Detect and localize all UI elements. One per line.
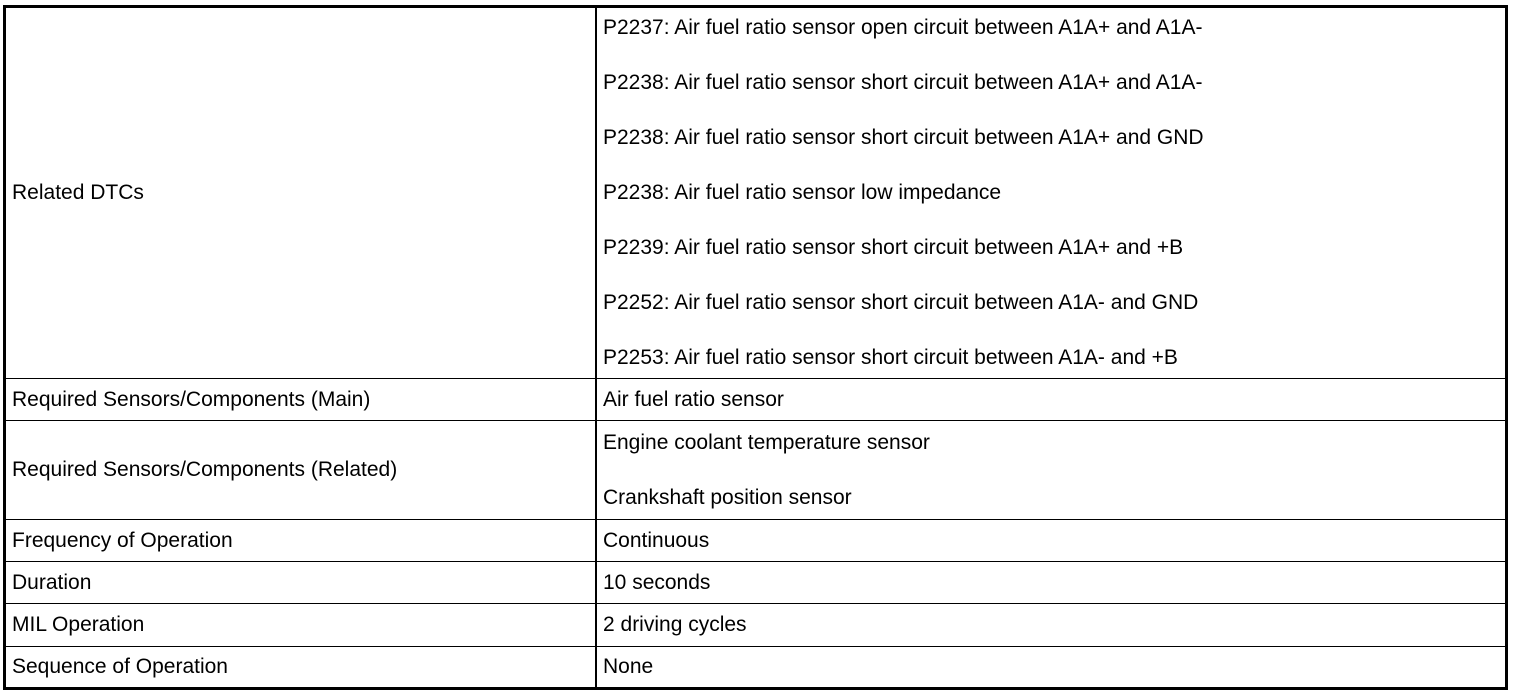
value-line: P2239: Air fuel ratio sensor short circu… — [603, 236, 1184, 260]
row-label: Related DTCs — [4, 5, 597, 380]
row-label: MIL Operation — [4, 603, 597, 647]
row-value: None — [595, 645, 1507, 690]
table-row: Related DTCs P2237: Air fuel ratio sensor… — [4, 5, 1507, 380]
row-value: Continuous — [595, 518, 1507, 563]
row-value: P2237: Air fuel ratio sensor open circui… — [595, 5, 1507, 380]
value-line: 2 driving cycles — [603, 613, 747, 637]
row-label: Duration — [4, 561, 597, 605]
table-row: Required Sensors/Components (Main) Air fu… — [4, 378, 1507, 422]
row-label: Required Sensors/Components (Related) — [4, 420, 597, 520]
row-label: Sequence of Operation — [4, 645, 597, 690]
row-value: 10 seconds — [595, 561, 1507, 605]
row-value: 2 driving cycles — [595, 603, 1507, 647]
value-line: Engine coolant temperature sensor — [603, 430, 930, 454]
value-line: P2238: Air fuel ratio sensor short circu… — [603, 126, 1204, 150]
value-line: P2253: Air fuel ratio sensor short circu… — [603, 346, 1178, 370]
table-row: Frequency of Operation Continuous — [4, 518, 1507, 563]
row-value: Engine coolant temperature sensor Cranksh… — [595, 420, 1507, 520]
table-row: Required Sensors/Components (Related) Eng… — [4, 420, 1507, 520]
table-body: Related DTCs P2237: Air fuel ratio sensor… — [4, 5, 1507, 690]
row-value: Air fuel ratio sensor — [595, 378, 1507, 422]
value-line: Crankshaft position sensor — [603, 485, 852, 509]
value-line: 10 seconds — [603, 570, 711, 594]
value-line: None — [603, 654, 654, 678]
value-line: P2238: Air fuel ratio sensor short circu… — [603, 71, 1203, 95]
value-line: P2237: Air fuel ratio sensor open circui… — [603, 16, 1203, 40]
table-row: MIL Operation 2 driving cycles — [4, 603, 1507, 647]
table-row: Duration 10 seconds — [4, 561, 1507, 605]
value-line: P2252: Air fuel ratio sensor short circu… — [603, 291, 1199, 315]
value-line: Continuous — [603, 528, 710, 552]
value-line: P2238: Air fuel ratio sensor low impedan… — [603, 181, 1002, 205]
value-line: Air fuel ratio sensor — [603, 387, 784, 411]
row-label: Required Sensors/Components (Main) — [4, 378, 597, 422]
table-row: Sequence of Operation None — [4, 645, 1507, 690]
dtc-spec-table: Related DTCs P2237: Air fuel ratio sensor… — [3, 5, 1508, 690]
row-label: Frequency of Operation — [4, 518, 597, 563]
